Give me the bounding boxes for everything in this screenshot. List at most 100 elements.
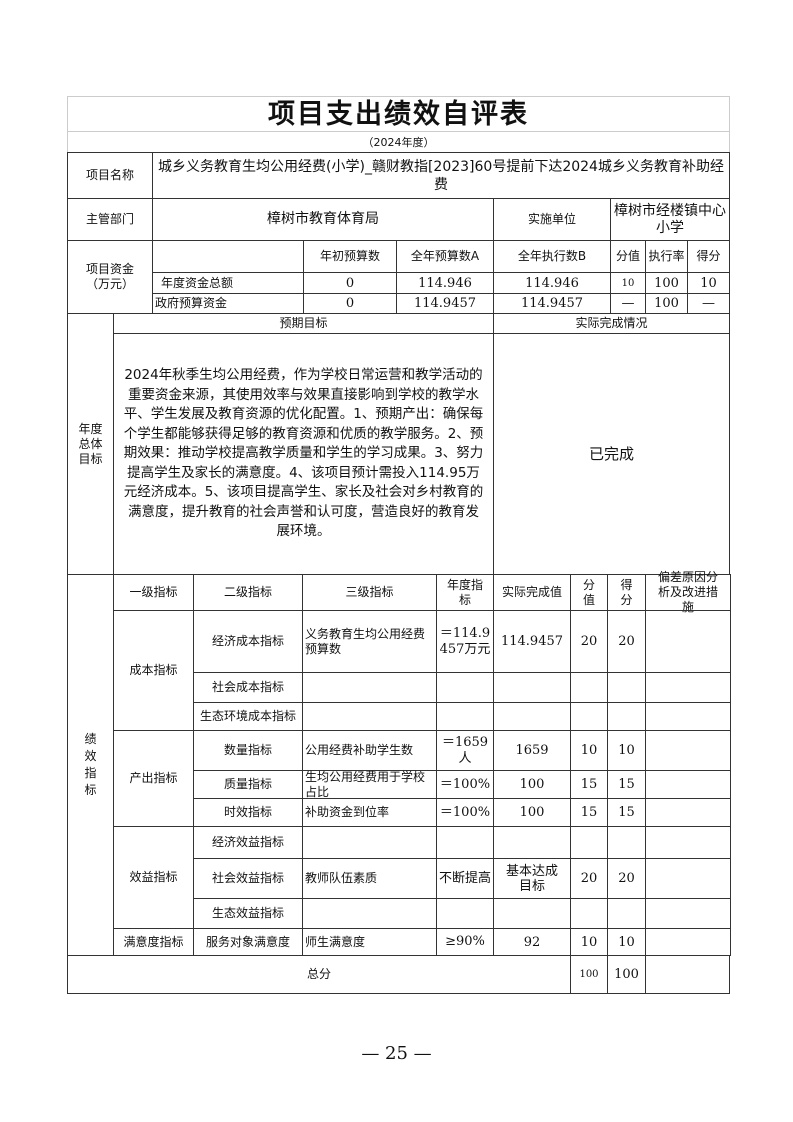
level2-indicator: 服务对象满意度 bbox=[193, 928, 303, 956]
level1-indicator: 成本指标 bbox=[113, 610, 194, 731]
level2-indicator: 经济成本指标 bbox=[193, 610, 303, 673]
score: 10 bbox=[607, 928, 646, 956]
actual-value: 1659 bbox=[493, 730, 571, 771]
funds-cell: 114.946 bbox=[396, 272, 494, 294]
dept-value: 樟树市教育体育局 bbox=[152, 198, 494, 241]
funds-cell: 0 bbox=[303, 293, 397, 314]
perf-label: 绩效指标 bbox=[67, 574, 114, 956]
funds-header: 执行率 bbox=[645, 240, 688, 273]
deviation-remark bbox=[645, 610, 731, 673]
level3-indicator: 义务教育生均公用经费预算数 bbox=[302, 610, 437, 673]
annual-target bbox=[436, 898, 494, 929]
actual-value: 114.9457 bbox=[493, 610, 571, 673]
level3-indicator bbox=[302, 672, 437, 703]
score-header: 得分 bbox=[607, 574, 646, 611]
weight: 20 bbox=[570, 610, 608, 673]
score bbox=[607, 702, 646, 731]
funds-cell: — bbox=[687, 293, 730, 314]
level1-indicator: 产出指标 bbox=[113, 730, 194, 827]
level2-indicator: 经济效益指标 bbox=[193, 826, 303, 859]
score bbox=[607, 898, 646, 929]
level3-indicator: 师生满意度 bbox=[302, 928, 437, 956]
deviation-remark bbox=[645, 702, 731, 731]
score bbox=[607, 672, 646, 703]
funds-cell: 100 bbox=[645, 272, 688, 294]
level2-indicator: 社会效益指标 bbox=[193, 858, 303, 899]
score: 20 bbox=[607, 610, 646, 673]
weight bbox=[570, 672, 608, 703]
weight: 15 bbox=[570, 798, 608, 827]
annual-target bbox=[436, 702, 494, 731]
level3-indicator: 补助资金到位率 bbox=[302, 798, 437, 827]
project-name-label: 项目名称 bbox=[67, 152, 153, 199]
level3-header: 三级指标 bbox=[302, 574, 437, 611]
level3-indicator: 教师队伍素质 bbox=[302, 858, 437, 899]
level1-indicator: 满意度指标 bbox=[113, 928, 194, 956]
actual-value bbox=[493, 672, 571, 703]
level2-indicator: 质量指标 bbox=[193, 770, 303, 799]
funds-cell: 10 bbox=[610, 272, 646, 294]
level2-indicator: 生态环境成本指标 bbox=[193, 702, 303, 731]
weight bbox=[570, 702, 608, 731]
deviation-remark bbox=[645, 898, 731, 929]
level1-indicator: 效益指标 bbox=[113, 826, 194, 929]
funds-header: 年初预算数 bbox=[303, 240, 397, 273]
actual-value: 100 bbox=[493, 770, 571, 799]
funds-cell: 114.9457 bbox=[396, 293, 494, 314]
funds-row-name: 政府预算资金 bbox=[152, 293, 304, 314]
level2-indicator: 生态效益指标 bbox=[193, 898, 303, 929]
target-header: 年度指标 bbox=[436, 574, 494, 611]
level2-header: 二级指标 bbox=[193, 574, 303, 611]
annual-target: ＝114.9457万元 bbox=[436, 610, 494, 673]
deviation-remark bbox=[645, 826, 731, 859]
weight: 10 bbox=[570, 928, 608, 956]
project-name-value: 城乡义务教育生均公用经费(小学)_赣财教指[2023]60号提前下达2024城乡… bbox=[152, 152, 730, 199]
funds-cell: 0 bbox=[303, 272, 397, 294]
total-label: 总分 bbox=[67, 955, 571, 994]
weight: 15 bbox=[570, 770, 608, 799]
funds-label: 项目资金（万元） bbox=[67, 240, 153, 314]
deviation-remark bbox=[645, 770, 731, 799]
expected-goal-text: 2024年秋季生均公用经费，作为学校日常运营和教学活动的重要资金来源，其使用效率… bbox=[113, 333, 494, 575]
score: 15 bbox=[607, 798, 646, 827]
level3-indicator bbox=[302, 702, 437, 731]
level3-indicator bbox=[302, 826, 437, 859]
annual-target: ＝100% bbox=[436, 770, 494, 799]
expected-goal-header: 预期目标 bbox=[113, 313, 494, 334]
deviation-remark bbox=[645, 928, 731, 956]
deviation-remark bbox=[645, 798, 731, 827]
annual-target: ≥90% bbox=[436, 928, 494, 956]
dept-label: 主管部门 bbox=[67, 198, 153, 241]
level3-indicator: 公用经费补助学生数 bbox=[302, 730, 437, 771]
total-weight: 100 bbox=[570, 955, 608, 994]
funds-cell: 114.946 bbox=[493, 272, 611, 294]
score: 20 bbox=[607, 858, 646, 899]
level3-indicator bbox=[302, 898, 437, 929]
actual-value bbox=[493, 826, 571, 859]
actual-value: 100 bbox=[493, 798, 571, 827]
deviation-remark bbox=[645, 672, 731, 703]
funds-cell: — bbox=[610, 293, 646, 314]
impl-unit-value: 樟树市经楼镇中心小学 bbox=[610, 198, 730, 241]
actual-header: 实际完成值 bbox=[493, 574, 571, 611]
funds-cell: 114.9457 bbox=[493, 293, 611, 314]
funds-header: 全年执行数B bbox=[493, 240, 611, 273]
page-number: — 25 — bbox=[361, 1043, 432, 1064]
funds-row-name: 年度资金总额 bbox=[152, 272, 304, 294]
funds-header-blank bbox=[152, 240, 304, 273]
deviation-remark bbox=[645, 730, 731, 771]
funds-cell: 100 bbox=[645, 293, 688, 314]
weight: 10 bbox=[570, 730, 608, 771]
funds-header: 全年预算数A bbox=[396, 240, 494, 273]
score bbox=[607, 826, 646, 859]
level1-header: 一级指标 bbox=[113, 574, 194, 611]
impl-unit-label: 实施单位 bbox=[493, 198, 611, 241]
total-remark bbox=[645, 955, 730, 994]
weight bbox=[570, 826, 608, 859]
actual-value bbox=[493, 898, 571, 929]
annual-target: 不断提高 bbox=[436, 858, 494, 899]
actual-value: 基本达成目标 bbox=[493, 858, 571, 899]
level2-indicator: 数量指标 bbox=[193, 730, 303, 771]
annual-target: ＝100% bbox=[436, 798, 494, 827]
